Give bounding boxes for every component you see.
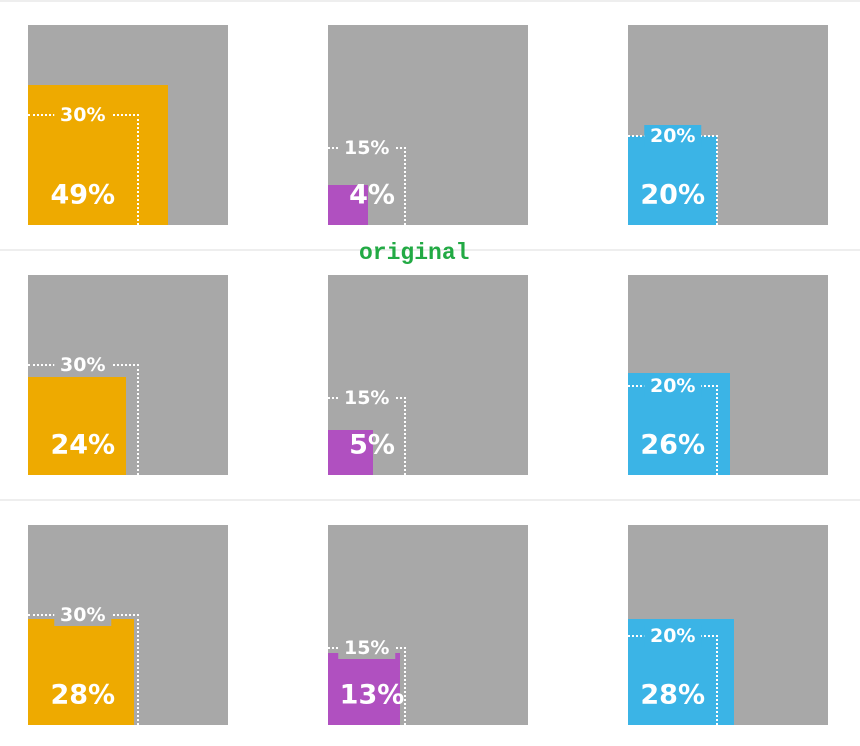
value-label: 28% bbox=[640, 679, 706, 711]
reference-label: 20% bbox=[643, 374, 702, 397]
row-separator bbox=[0, 249, 860, 251]
reference-label: 30% bbox=[54, 104, 112, 127]
reference-label: 15% bbox=[337, 386, 396, 409]
value-label: 20% bbox=[640, 179, 706, 211]
panel: 15% 13% bbox=[328, 525, 528, 725]
value-square bbox=[628, 135, 718, 225]
caption: original bbox=[359, 240, 470, 266]
panel: 15% 4% bbox=[328, 25, 528, 225]
panel: 20% 26% bbox=[628, 275, 828, 475]
value-label: 26% bbox=[640, 429, 706, 461]
reference-label: 15% bbox=[337, 636, 396, 659]
value-label: 13% bbox=[339, 679, 405, 711]
panel: 30% 49% bbox=[28, 25, 228, 225]
reference-label: 30% bbox=[54, 604, 112, 627]
row-separator bbox=[0, 499, 860, 501]
value-label: 4% bbox=[349, 179, 395, 211]
panel: 30% 24% bbox=[28, 275, 228, 475]
value-label: 24% bbox=[50, 429, 116, 461]
value-label: 5% bbox=[349, 429, 395, 461]
panel: 30% 28% bbox=[28, 525, 228, 725]
value-square bbox=[28, 619, 134, 725]
reference-label: 20% bbox=[643, 124, 702, 147]
value-label: 49% bbox=[50, 179, 116, 211]
value-square bbox=[328, 185, 368, 225]
reference-label: 30% bbox=[54, 354, 112, 377]
panel: 20% 20% bbox=[628, 25, 828, 225]
value-square bbox=[328, 652, 401, 725]
value-square bbox=[28, 377, 126, 475]
value-square bbox=[328, 430, 373, 475]
row-separator bbox=[0, 0, 860, 2]
panel: 20% 28% bbox=[628, 525, 828, 725]
reference-label: 20% bbox=[643, 624, 702, 647]
value-label: 28% bbox=[50, 679, 116, 711]
panel: 15% 5% bbox=[328, 275, 528, 475]
reference-label: 15% bbox=[337, 136, 396, 159]
